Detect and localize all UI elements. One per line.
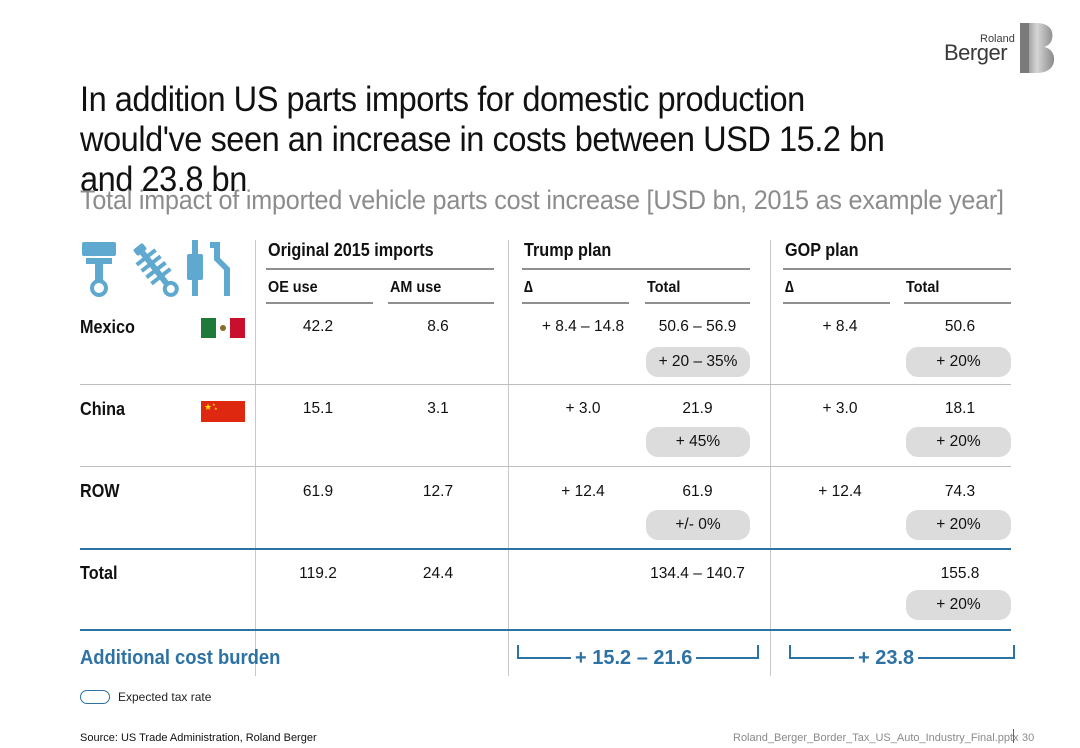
subheader-gop-total: Total: [906, 279, 940, 296]
row-separator: [80, 384, 1011, 385]
row-label-china: China: [80, 399, 126, 419]
logo-berger-text: Berger: [944, 40, 1008, 65]
cell-mexico-am: 8.6: [427, 318, 449, 335]
logo-b-mark: [1020, 23, 1055, 73]
header-underline: [266, 268, 494, 270]
trump-burden-value: + 15.2 – 21.6: [571, 647, 697, 670]
cell-mexico-trump-delta: + 8.4 – 14.8: [541, 318, 625, 335]
row-label-row: ROW: [80, 481, 120, 501]
svg-text:★: ★: [204, 403, 212, 413]
rate-pill-mexico-trump: + 20 – 35%: [646, 347, 750, 377]
cell-mexico-gop-delta: + 8.4: [822, 318, 858, 335]
cell-mexico-trump-total: 50.6 – 56.9: [658, 318, 737, 335]
total-separator: [80, 548, 1011, 550]
vehicle-parts-icons: [82, 240, 230, 297]
header-underline: [783, 268, 1011, 270]
subheader-underline: [266, 302, 373, 304]
cell-total-oe: 119.2: [299, 565, 337, 582]
footer-filename: Roland_Berger_Border_Tax_US_Auto_Industr…: [733, 732, 1019, 744]
cell-mexico-oe: 42.2: [302, 318, 334, 335]
china-flag-icon: ★ ★ ★: [201, 401, 245, 422]
logo-roland-text: Roland: [980, 33, 1015, 45]
rate-pill-row-gop: + 20%: [906, 510, 1011, 540]
cell-china-gop-delta: + 3.0: [822, 400, 858, 417]
footer-source: Source: US Trade Administration, Roland …: [80, 732, 317, 744]
cell-row-gop-total: 74.3: [944, 483, 976, 500]
footer-separator: [1013, 729, 1014, 743]
cell-row-gop-delta: + 12.4: [818, 483, 862, 500]
rate-pill-row-trump: +/- 0%: [646, 510, 750, 540]
subheader-trump-delta: ∆: [524, 279, 533, 296]
svg-text:★: ★: [214, 406, 218, 411]
subheader-am-use: AM use: [390, 279, 442, 296]
cell-total-am: 24.4: [422, 565, 454, 582]
subheader-underline: [645, 302, 750, 304]
row-label-mexico: Mexico: [80, 317, 135, 337]
row-separator: [80, 466, 1011, 467]
cell-total-trump-total: 134.4 – 140.7: [650, 565, 745, 582]
rate-pill-china-trump: + 45%: [646, 427, 750, 457]
cell-row-trump-total: 61.9: [682, 483, 713, 500]
column-divider: [770, 240, 771, 676]
header-trump-plan: Trump plan: [524, 240, 612, 260]
legend-oval-icon: [80, 690, 110, 704]
cell-china-trump-delta: + 3.0: [565, 400, 601, 417]
cell-total-gop-total: 155.8: [940, 565, 980, 582]
subheader-oe-use: OE use: [268, 279, 318, 296]
svg-text:★: ★: [212, 402, 216, 407]
row-label-total: Total: [80, 563, 118, 583]
cell-row-trump-delta: + 12.4: [561, 483, 605, 500]
cell-china-trump-total: 21.9: [682, 400, 713, 417]
gop-burden-value: + 23.8: [854, 647, 919, 670]
subheader-gop-delta: ∆: [785, 279, 794, 296]
subheader-underline: [783, 302, 890, 304]
burden-separator: [80, 629, 1011, 631]
cell-china-gop-total: 18.1: [944, 400, 976, 417]
column-divider: [508, 240, 509, 676]
header-gop-plan: GOP plan: [785, 240, 859, 260]
subheader-underline: [904, 302, 1011, 304]
subheader-trump-total: Total: [647, 279, 681, 296]
column-divider: [255, 240, 256, 676]
legend-text: Expected tax rate: [118, 690, 212, 704]
cell-row-am: 12.7: [422, 483, 454, 500]
additional-cost-burden-label: Additional cost burden: [80, 647, 281, 669]
cell-china-oe: 15.1: [302, 400, 334, 417]
rate-pill-total-gop: + 20%: [906, 590, 1011, 620]
page-subtitle: Total impact of imported vehicle parts c…: [80, 185, 1004, 215]
subheader-underline: [388, 302, 494, 304]
subheader-underline: [522, 302, 629, 304]
cell-mexico-gop-total: 50.6: [944, 318, 976, 335]
page-title: In addition US parts imports for domesti…: [80, 80, 885, 199]
rate-pill-china-gop: + 20%: [906, 427, 1011, 457]
rate-pill-mexico-gop: + 20%: [906, 347, 1011, 377]
header-original-imports: Original 2015 imports: [268, 240, 434, 260]
cell-china-am: 3.1: [427, 400, 449, 417]
mexico-flag-icon: [201, 318, 245, 338]
cell-row-oe: 61.9: [302, 483, 334, 500]
footer-page-number: 30: [1022, 732, 1035, 744]
header-underline: [522, 268, 750, 270]
